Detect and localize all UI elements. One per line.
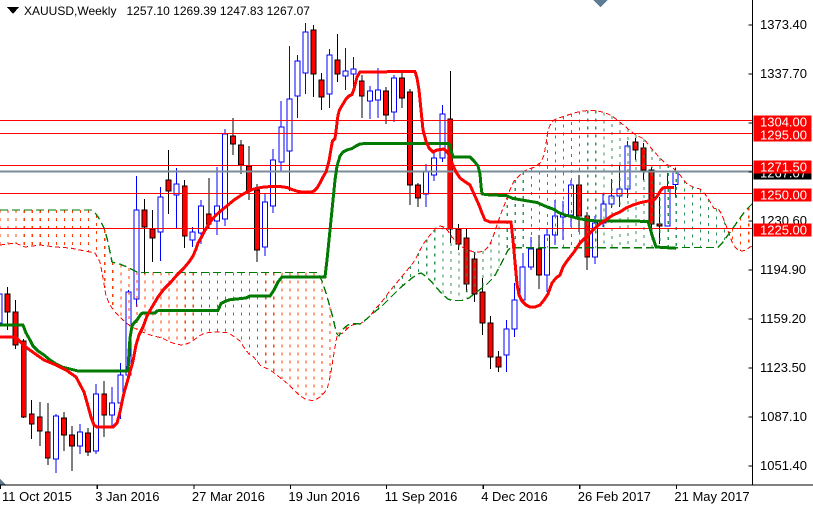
svg-text:1051.40: 1051.40 (760, 458, 807, 473)
svg-text:21 May 2017: 21 May 2017 (674, 489, 749, 504)
svg-text:1337.70: 1337.70 (760, 66, 807, 81)
svg-text:26 Feb 2017: 26 Feb 2017 (578, 489, 651, 504)
svg-text:11 Oct 2015: 11 Oct 2015 (2, 489, 72, 504)
svg-text:1373.40: 1373.40 (760, 17, 807, 32)
svg-text:3 Jan 2016: 3 Jan 2016 (95, 489, 159, 504)
svg-text:4 Dec 2016: 4 Dec 2016 (481, 489, 548, 504)
svg-text:27 Mar 2016: 27 Mar 2016 (192, 489, 265, 504)
svg-text:1295.00: 1295.00 (760, 128, 807, 143)
svg-text:1194.90: 1194.90 (760, 262, 806, 277)
svg-text:XAUUSD,Weekly 1257.10 1269.3: XAUUSD,Weekly 1257.10 1269.39 1247.83 12… (24, 4, 310, 18)
svg-text:1250.00: 1250.00 (760, 188, 807, 203)
svg-text:1271.50: 1271.50 (760, 160, 807, 175)
svg-text:19 Jun 2016: 19 Jun 2016 (288, 489, 360, 504)
svg-text:1087.10: 1087.10 (760, 409, 807, 424)
svg-text:1159.20: 1159.20 (760, 311, 806, 326)
svg-text:1225.00: 1225.00 (760, 223, 807, 238)
svg-text:1123.50: 1123.50 (760, 360, 806, 375)
svg-text:11 Sep 2016: 11 Sep 2016 (385, 489, 458, 504)
svg-text:1304.00: 1304.00 (760, 115, 807, 130)
